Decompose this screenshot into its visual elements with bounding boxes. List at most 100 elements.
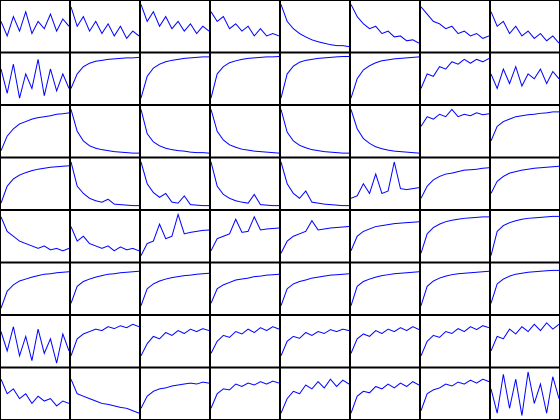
panel-frame bbox=[0, 157, 70, 210]
line bbox=[140, 328, 210, 357]
panel-frame bbox=[280, 52, 350, 105]
panel-frame bbox=[280, 0, 350, 53]
panel-frame bbox=[210, 210, 280, 263]
line bbox=[210, 109, 280, 154]
line bbox=[210, 11, 280, 37]
line bbox=[350, 381, 420, 414]
line bbox=[210, 215, 280, 252]
line bbox=[210, 273, 280, 304]
panel-frame bbox=[0, 262, 70, 315]
line bbox=[350, 56, 420, 99]
line bbox=[420, 6, 490, 39]
panel-frame bbox=[70, 367, 140, 420]
line bbox=[0, 326, 70, 364]
line bbox=[420, 57, 490, 89]
panel-frame bbox=[490, 210, 560, 263]
line bbox=[210, 55, 280, 99]
line bbox=[280, 328, 350, 356]
line bbox=[350, 326, 420, 354]
line bbox=[0, 216, 70, 252]
panel-frame bbox=[210, 157, 280, 210]
panel-frame bbox=[70, 105, 140, 158]
panel-frame bbox=[140, 210, 210, 263]
panel-frame bbox=[0, 367, 70, 420]
line bbox=[70, 109, 139, 154]
line bbox=[280, 378, 350, 414]
line bbox=[140, 56, 209, 99]
panel-frame bbox=[490, 315, 560, 368]
panel-frame bbox=[490, 157, 560, 210]
panel-frame bbox=[350, 105, 420, 158]
line bbox=[280, 109, 349, 154]
panel-frame bbox=[490, 105, 560, 158]
panel-frame bbox=[0, 0, 70, 53]
panel-frame bbox=[70, 0, 140, 53]
line bbox=[350, 161, 420, 199]
panel-frame bbox=[420, 52, 490, 105]
line bbox=[280, 4, 350, 48]
line bbox=[490, 269, 559, 304]
panel-frame bbox=[280, 315, 350, 368]
line bbox=[70, 6, 140, 40]
panel-frame bbox=[350, 0, 420, 53]
panel-frame bbox=[210, 105, 280, 158]
line bbox=[280, 55, 349, 99]
line bbox=[0, 59, 70, 99]
panel-frame bbox=[280, 210, 350, 263]
panel-frame bbox=[70, 262, 140, 315]
line bbox=[350, 221, 420, 251]
panel-frame bbox=[420, 105, 490, 158]
panel-frame bbox=[0, 315, 70, 368]
line bbox=[490, 65, 560, 90]
panel-frame bbox=[0, 105, 70, 158]
line bbox=[140, 109, 210, 154]
line bbox=[0, 165, 70, 204]
line bbox=[420, 108, 490, 127]
line bbox=[70, 323, 140, 356]
line bbox=[70, 379, 140, 414]
panel-frame bbox=[140, 52, 210, 105]
panel-frame bbox=[350, 262, 420, 315]
line bbox=[210, 161, 279, 207]
line bbox=[140, 161, 209, 207]
line bbox=[70, 56, 140, 89]
line bbox=[280, 273, 350, 306]
line bbox=[280, 161, 349, 207]
line bbox=[280, 219, 350, 254]
panel-frame bbox=[70, 210, 140, 263]
panel-frame bbox=[350, 52, 420, 105]
line bbox=[490, 322, 560, 352]
line bbox=[350, 4, 420, 44]
panel-frame bbox=[0, 52, 70, 105]
line bbox=[350, 271, 420, 306]
panel-frame bbox=[210, 52, 280, 105]
panel-frame bbox=[420, 315, 490, 368]
line bbox=[490, 165, 560, 194]
line bbox=[490, 11, 560, 44]
line bbox=[0, 379, 70, 407]
panel-frame bbox=[210, 315, 280, 368]
panel-frame bbox=[140, 315, 210, 368]
panel-frame bbox=[420, 210, 490, 263]
line bbox=[420, 270, 490, 306]
line bbox=[140, 212, 210, 256]
panel-frame bbox=[140, 0, 210, 53]
panel-frame bbox=[490, 0, 560, 53]
line bbox=[210, 326, 280, 354]
line bbox=[70, 161, 139, 207]
panel-frame bbox=[420, 0, 490, 53]
panel-frame bbox=[140, 157, 210, 210]
panel-frame bbox=[420, 157, 490, 210]
line bbox=[420, 378, 490, 411]
panel-frame bbox=[350, 210, 420, 263]
line bbox=[140, 4, 210, 35]
panel-frame bbox=[210, 262, 280, 315]
panel-frame bbox=[420, 262, 490, 315]
line bbox=[140, 381, 210, 409]
panel-frame bbox=[0, 210, 70, 263]
line bbox=[420, 325, 490, 356]
line bbox=[0, 112, 70, 151]
panel-frame bbox=[280, 105, 350, 158]
panel-frame bbox=[70, 52, 140, 105]
